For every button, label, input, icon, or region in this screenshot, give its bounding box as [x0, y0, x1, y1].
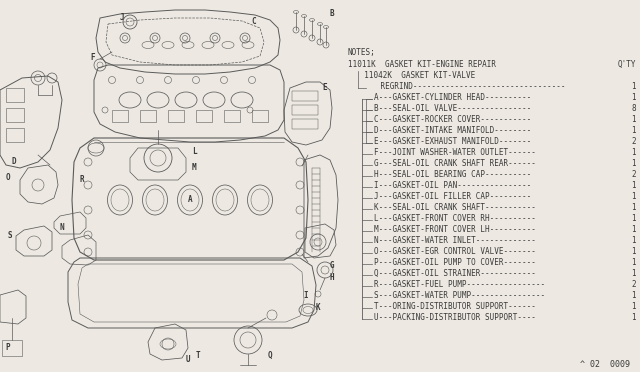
Text: O: O	[6, 173, 10, 183]
Text: C: C	[252, 17, 256, 26]
Text: 1: 1	[632, 148, 636, 157]
Text: 1: 1	[632, 93, 636, 102]
Text: REGRIND---------------------------------: REGRIND---------------------------------	[362, 81, 566, 90]
Text: J---GASKET-OIL FILLER CAP---------: J---GASKET-OIL FILLER CAP---------	[374, 192, 531, 201]
Text: E: E	[323, 83, 327, 93]
Text: L: L	[192, 148, 196, 157]
Text: 1: 1	[632, 247, 636, 256]
Text: Q'TY: Q'TY	[618, 60, 636, 68]
Text: Q: Q	[268, 350, 272, 359]
Text: G: G	[330, 260, 334, 269]
Text: H---SEAL-OIL BEARING CAP----------: H---SEAL-OIL BEARING CAP----------	[374, 170, 531, 179]
Text: D: D	[12, 157, 16, 167]
Text: 1: 1	[632, 81, 636, 90]
Text: 1: 1	[632, 235, 636, 244]
Text: S---GASKET-WATER PUMP----------------: S---GASKET-WATER PUMP----------------	[374, 291, 545, 299]
Text: 2: 2	[632, 279, 636, 289]
Text: Q---GASKET-OIL STRAINER------------: Q---GASKET-OIL STRAINER------------	[374, 269, 536, 278]
Text: 1: 1	[632, 257, 636, 267]
Text: J: J	[120, 13, 124, 22]
Text: A---GASKET-CYLINDER HEAD----------: A---GASKET-CYLINDER HEAD----------	[374, 93, 531, 102]
Text: 1: 1	[632, 180, 636, 190]
Text: N---GASKET-WATER INLET-------------: N---GASKET-WATER INLET-------------	[374, 235, 536, 244]
Text: R---GASKET-FUEL PUMP-----------------: R---GASKET-FUEL PUMP-----------------	[374, 279, 545, 289]
Text: 1: 1	[632, 126, 636, 135]
Text: 11011K  GASKET KIT-ENGINE REPAIR: 11011K GASKET KIT-ENGINE REPAIR	[348, 60, 496, 68]
Text: E---GASKET-EXHAUST MANIFOLD-------: E---GASKET-EXHAUST MANIFOLD-------	[374, 137, 531, 145]
Text: 11042K  GASKET KIT-VALVE: 11042K GASKET KIT-VALVE	[355, 71, 476, 80]
Text: K---SEAL-OIL CRANK SHAFT-----------: K---SEAL-OIL CRANK SHAFT-----------	[374, 202, 536, 212]
Text: C---GASKET-ROCKER COVER-----------: C---GASKET-ROCKER COVER-----------	[374, 115, 531, 124]
Text: B---SEAL-OIL VALVE----------------: B---SEAL-OIL VALVE----------------	[374, 103, 531, 113]
Text: U---PACKING-DISTRIBUTOR SUPPORT----: U---PACKING-DISTRIBUTOR SUPPORT----	[374, 312, 536, 321]
Text: H: H	[330, 273, 334, 282]
Text: S: S	[8, 231, 12, 240]
Text: 1: 1	[632, 291, 636, 299]
Text: T---ORING-DISTRIBUTOR SUPPORT------: T---ORING-DISTRIBUTOR SUPPORT------	[374, 302, 536, 311]
Text: 1: 1	[632, 214, 636, 222]
Text: 1: 1	[632, 312, 636, 321]
Text: P---GASKET-OIL PUMP TO COVER-------: P---GASKET-OIL PUMP TO COVER-------	[374, 257, 536, 267]
Text: B: B	[330, 10, 334, 19]
Text: 8: 8	[632, 103, 636, 113]
Text: R: R	[80, 176, 84, 185]
Text: 1: 1	[632, 302, 636, 311]
Text: G---SEAL-OIL CRANK SHAFT REAR------: G---SEAL-OIL CRANK SHAFT REAR------	[374, 158, 536, 167]
Text: ^ 02  0009: ^ 02 0009	[580, 360, 630, 369]
Text: I---GASKET-OIL PAN----------------: I---GASKET-OIL PAN----------------	[374, 180, 531, 190]
Text: I: I	[304, 292, 308, 301]
Text: 1: 1	[632, 158, 636, 167]
Text: 2: 2	[632, 170, 636, 179]
Text: O---GASKET-EGR CONTROL VALVE-------: O---GASKET-EGR CONTROL VALVE-------	[374, 247, 536, 256]
Text: 1: 1	[632, 225, 636, 234]
Text: P: P	[6, 343, 10, 353]
Text: M---GASKET-FRONT COVER LH----------: M---GASKET-FRONT COVER LH----------	[374, 225, 536, 234]
Text: K: K	[316, 302, 320, 311]
Text: T: T	[196, 352, 200, 360]
Text: 1: 1	[632, 269, 636, 278]
Text: 1: 1	[632, 202, 636, 212]
Text: 2: 2	[632, 137, 636, 145]
Text: 1: 1	[632, 115, 636, 124]
Text: F---JOINT WASHER-WATER OUTLET------: F---JOINT WASHER-WATER OUTLET------	[374, 148, 536, 157]
Text: F: F	[91, 54, 95, 62]
Text: NOTES;: NOTES;	[348, 48, 376, 57]
Text: 1: 1	[632, 192, 636, 201]
Text: N: N	[60, 224, 64, 232]
Text: M: M	[192, 164, 196, 173]
Text: L---GASKET-FRONT COVER RH----------: L---GASKET-FRONT COVER RH----------	[374, 214, 536, 222]
Text: D---GASKET-INTAKE MANIFOLD--------: D---GASKET-INTAKE MANIFOLD--------	[374, 126, 531, 135]
Text: A: A	[188, 196, 192, 205]
Text: U: U	[186, 356, 190, 365]
